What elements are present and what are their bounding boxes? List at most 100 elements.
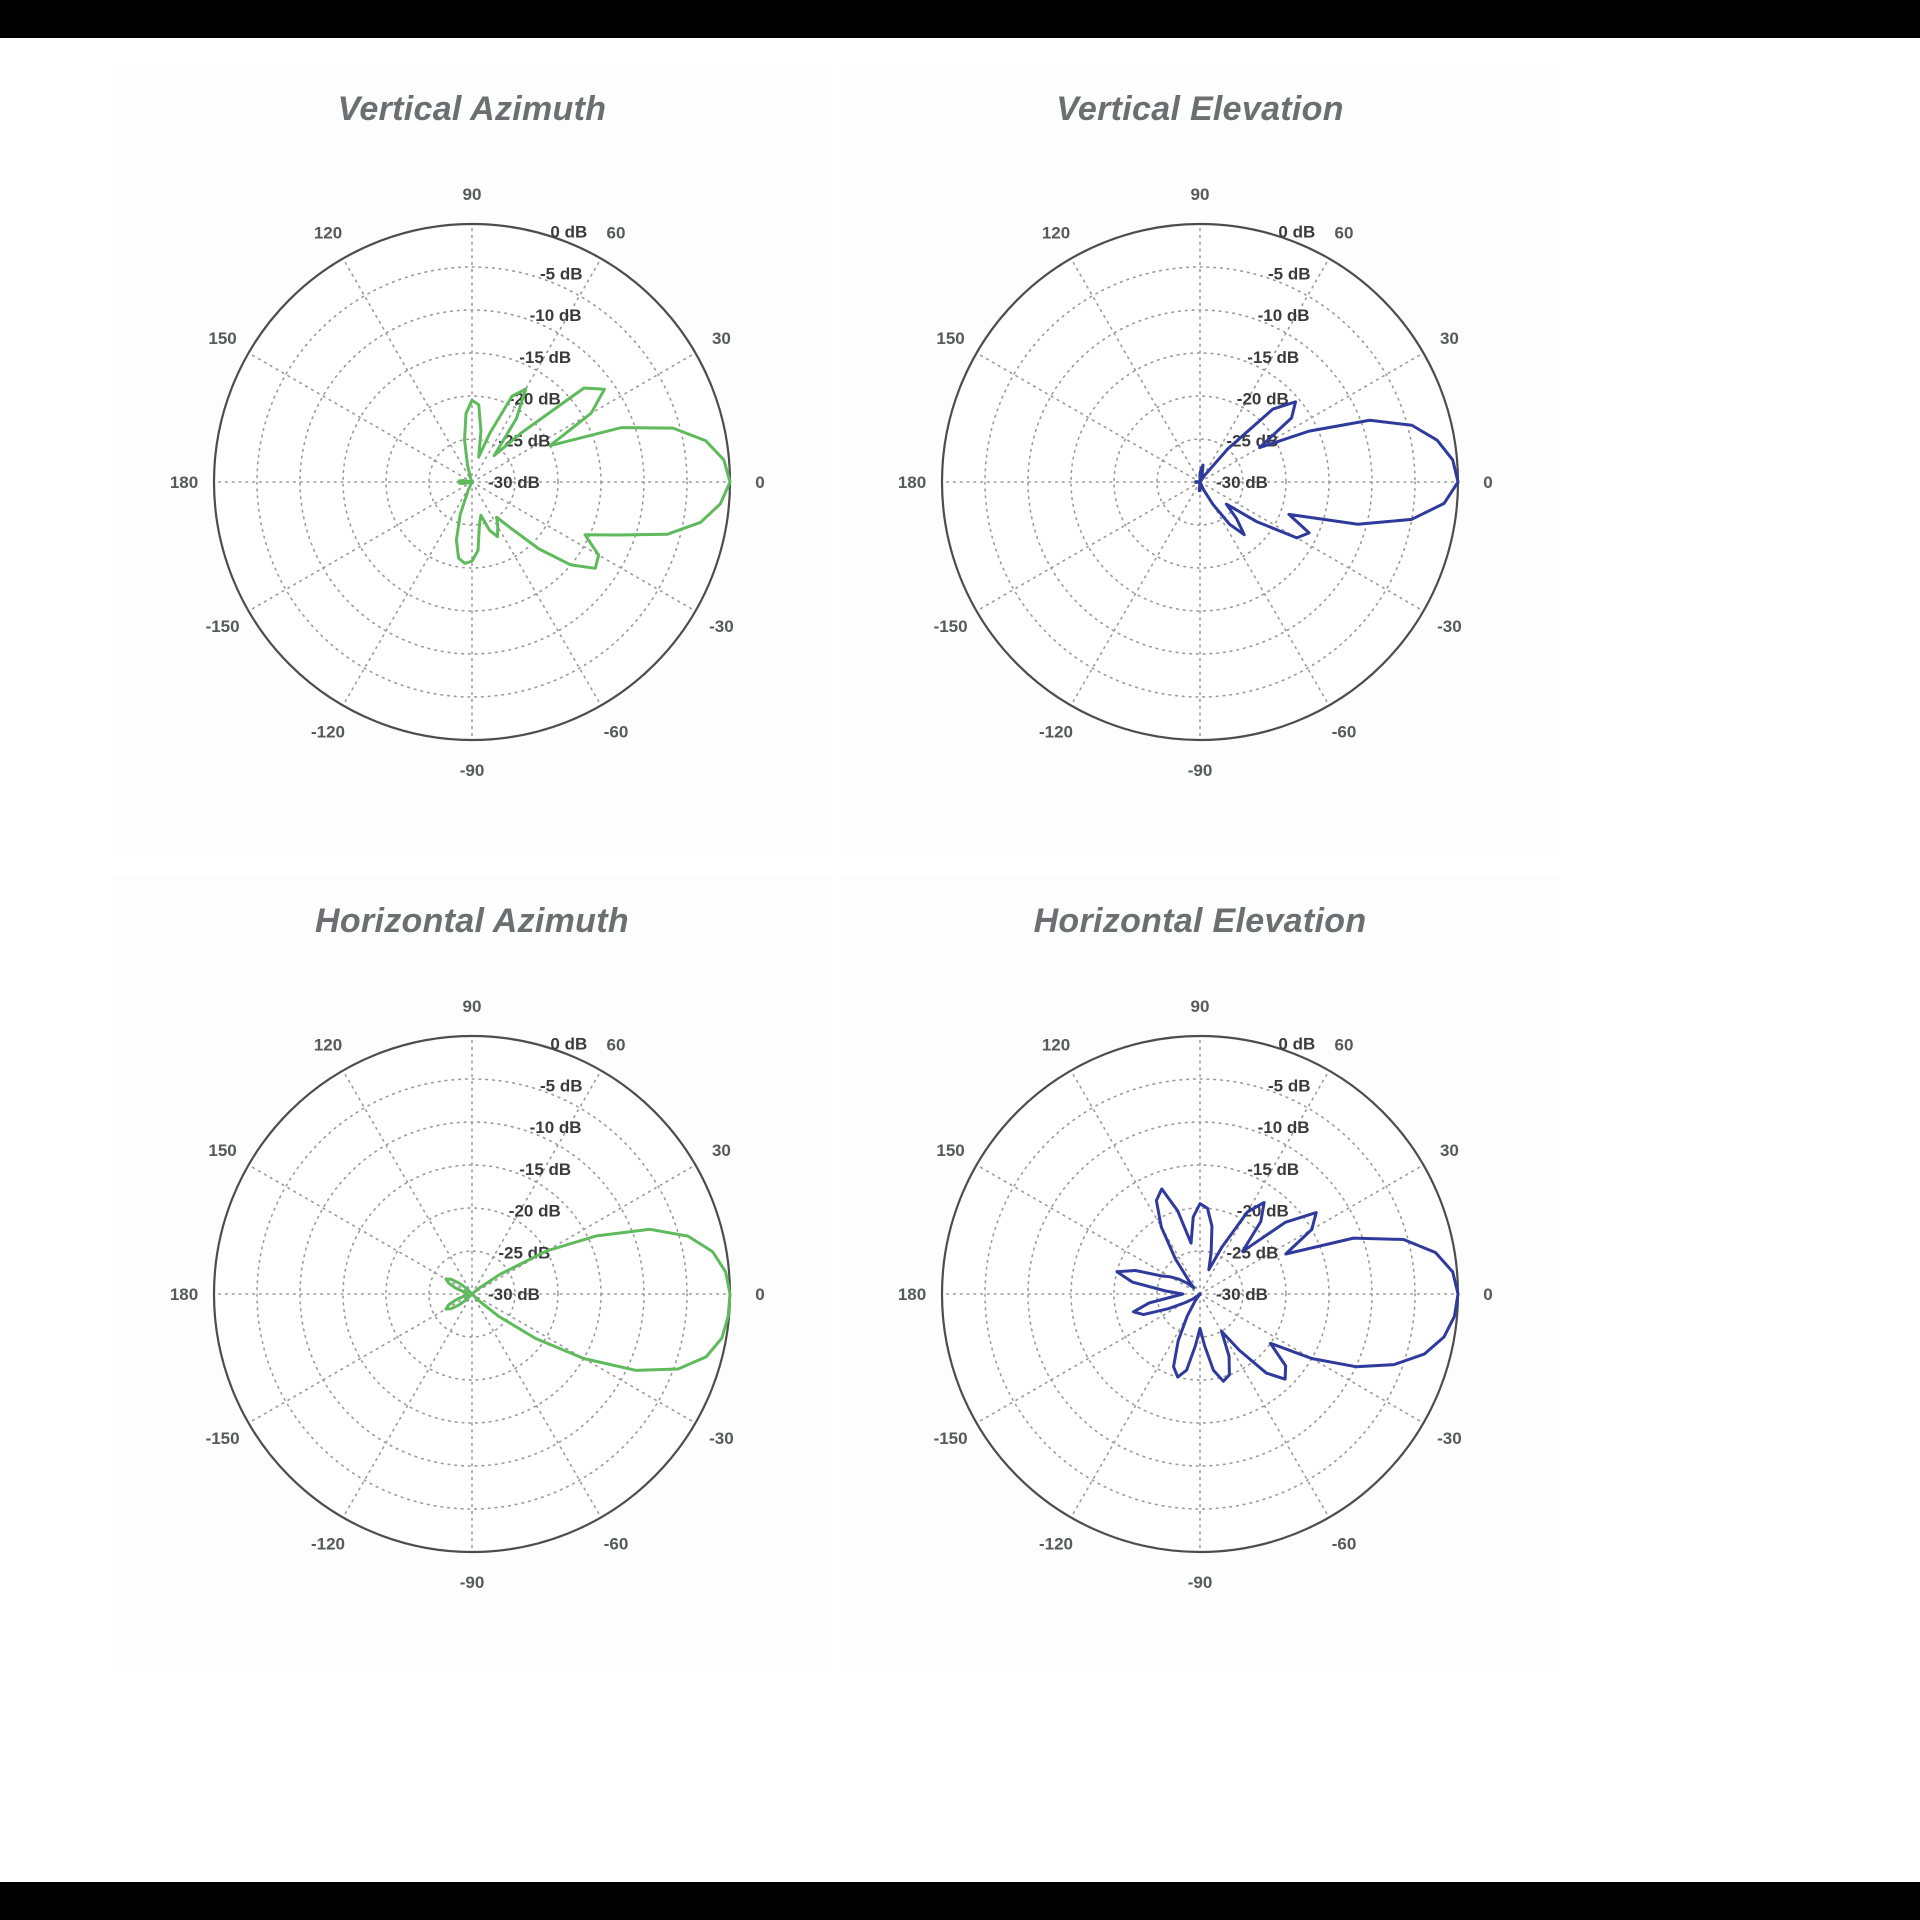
polar-angle-tick-label: -30 (709, 617, 734, 636)
polar-grid-spoke (975, 1164, 1201, 1295)
polar-angle-tick-label: -150 (206, 617, 240, 636)
polar-angle-tick-label: -30 (709, 1429, 734, 1448)
polar-radial-tick-label: 0 dB (550, 1035, 587, 1054)
polar-angle-tick-label: 120 (1042, 1036, 1070, 1055)
polar-grid-spoke (471, 481, 697, 612)
polar-grid-spoke (1070, 1069, 1201, 1295)
polar-radial-tick-label: -30 dB (1216, 473, 1268, 492)
polar-plot-vertical-azimuth: 0 30 60 90 120 150 180 -150 -120 -90 -60 -30 0 dB -5 … (112, 134, 832, 834)
radiation-pattern-trace (454, 386, 732, 570)
polar-grid-spoke (247, 481, 473, 612)
polar-radial-tick-label: -30 dB (488, 1285, 540, 1304)
polar-grid-spoke (1070, 1293, 1201, 1519)
polar-radial-tick-label: -10 dB (1258, 1118, 1310, 1137)
polar-grid-ring (984, 1078, 1416, 1510)
polar-angle-tick-label: -90 (460, 1573, 485, 1592)
polar-grid-spoke (342, 1293, 473, 1519)
panel-title: Vertical Elevation (1056, 90, 1344, 128)
polar-radial-tick-label: -25 dB (1226, 1243, 1278, 1262)
panel-horizontal-elevation: Horizontal Elevation 0 30 60 90 120 150 180 -15… (840, 876, 1560, 1666)
polar-radial-tick-label: -10 dB (1258, 306, 1310, 325)
polar-angle-tick-label: 0 (755, 1285, 764, 1304)
polar-angle-tick-label: -30 (1437, 617, 1462, 636)
polar-angle-tick-label: 90 (463, 997, 482, 1016)
polar-grid-spoke (471, 1069, 602, 1295)
polar-plot-vertical-elevation: 0 30 60 90 120 150 180 -150 -120 -90 -60 -30 0 dB -5 … (840, 134, 1560, 834)
polar-radial-tick-label: 0 dB (1278, 223, 1315, 242)
figure-sheet: Vertical Azimuth 0 30 60 90 120 150 180 -150 -12… (0, 38, 1920, 1882)
polar-angle-tick-label: -90 (1188, 761, 1213, 780)
polar-axes: 0 30 60 90 120 150 180 -150 -120 -90 -60 -30 0 dB -5 … (170, 185, 765, 780)
polar-angle-tick-label: 60 (1335, 224, 1354, 243)
polar-grid-spoke (471, 257, 602, 483)
polar-grid-spoke (471, 1293, 602, 1519)
polar-angle-tick-label: -30 (1437, 1429, 1462, 1448)
polar-angle-tick-label: 30 (1440, 1141, 1459, 1160)
panel-vertical-elevation: Vertical Elevation 0 30 60 90 120 150 180 -150 -… (840, 64, 1560, 854)
polar-plot-horizontal-elevation: 0 30 60 90 120 150 180 -150 -120 -90 -60 -30 0 dB -5 … (840, 946, 1560, 1646)
polar-grid-spoke (471, 1164, 697, 1295)
polar-grid-ring (984, 266, 1416, 698)
polar-grid-spoke (471, 481, 602, 707)
polar-angle-tick-label: -150 (206, 1429, 240, 1448)
polar-angle-tick-label: 0 (1483, 1285, 1492, 1304)
polar-angle-tick-label: 180 (898, 473, 926, 492)
polar-radial-tick-label: -25 dB (498, 431, 550, 450)
polar-radial-tick-label: 0 dB (1278, 1035, 1315, 1054)
polar-grid-ring (1113, 395, 1287, 569)
polar-grid-ring (1113, 1207, 1287, 1381)
polar-radial-tick-label: -5 dB (1268, 1076, 1311, 1095)
polar-grid-ring (256, 1078, 688, 1510)
polar-angle-tick-label: 0 (755, 473, 764, 492)
polar-angle-tick-label: -120 (1039, 722, 1073, 741)
panel-title: Horizontal Elevation (1033, 902, 1367, 940)
polar-radial-tick-label: -25 dB (1226, 431, 1278, 450)
polar-grid-ring (385, 395, 559, 569)
polar-radial-tick-label: -30 dB (1216, 1285, 1268, 1304)
polar-grid-spoke (247, 1293, 473, 1424)
polar-angle-tick-label: 120 (314, 224, 342, 243)
panel-vertical-azimuth: Vertical Azimuth 0 30 60 90 120 150 180 -150 -12… (112, 64, 832, 854)
polar-grid-spoke (1199, 1069, 1330, 1295)
polar-angle-tick-label: 30 (1440, 329, 1459, 348)
polar-grid-ring (385, 1207, 559, 1381)
polar-grid-spoke (1070, 481, 1201, 707)
polar-radial-tick-label: -20 dB (1237, 390, 1289, 409)
polar-radial-tick-label: -15 dB (519, 1160, 571, 1179)
radiation-pattern-trace (1115, 1187, 1460, 1383)
polar-grid-spoke (975, 352, 1201, 483)
panel-horizontal-azimuth: Horizontal Azimuth 0 30 60 90 120 150 180 -150 -… (112, 876, 832, 1666)
polar-angle-tick-label: 150 (208, 1141, 236, 1160)
polar-axes: 0 30 60 90 120 150 180 -150 -120 -90 -60 -30 0 dB -5 … (170, 997, 765, 1592)
polar-angle-tick-label: 120 (1042, 224, 1070, 243)
polar-angle-tick-label: 60 (607, 224, 626, 243)
polar-radial-tick-label: -10 dB (530, 306, 582, 325)
polar-angle-tick-label: -60 (604, 1534, 629, 1553)
polar-grid-ring (256, 266, 688, 698)
polar-angle-tick-label: -150 (934, 617, 968, 636)
polar-angle-tick-label: 90 (1191, 185, 1210, 204)
polar-angle-tick-label: 180 (898, 1285, 926, 1304)
polar-axes: 0 30 60 90 120 150 180 -150 -120 -90 -60 -30 0 dB -5 … (898, 185, 1493, 780)
polar-angle-tick-label: 90 (463, 185, 482, 204)
polar-angle-tick-label: 150 (936, 1141, 964, 1160)
polar-radial-tick-label: -25 dB (498, 1243, 550, 1262)
polar-grid-spoke (1070, 257, 1201, 483)
polar-grid-spoke (247, 352, 473, 483)
polar-angle-tick-label: 60 (1335, 1036, 1354, 1055)
polar-grid-spoke (342, 1069, 473, 1295)
polar-grid-spoke (247, 1164, 473, 1295)
polar-angle-tick-label: -120 (1039, 1534, 1073, 1553)
polar-radial-tick-label: -10 dB (530, 1118, 582, 1137)
radiation-pattern-trace (1194, 400, 1460, 540)
polar-plot-horizontal-azimuth: 0 30 60 90 120 150 180 -150 -120 -90 -60 -30 0 dB -5 … (112, 946, 832, 1646)
polar-grid-spoke (975, 1293, 1201, 1424)
polar-angle-tick-label: 90 (1191, 997, 1210, 1016)
polar-angle-tick-label: -150 (934, 1429, 968, 1448)
polar-radial-tick-label: 0 dB (550, 223, 587, 242)
polar-radial-tick-label: -30 dB (488, 473, 540, 492)
polar-angle-tick-label: -90 (1188, 1573, 1213, 1592)
polar-grid-spoke (342, 481, 473, 707)
polar-angle-tick-label: -120 (311, 722, 345, 741)
